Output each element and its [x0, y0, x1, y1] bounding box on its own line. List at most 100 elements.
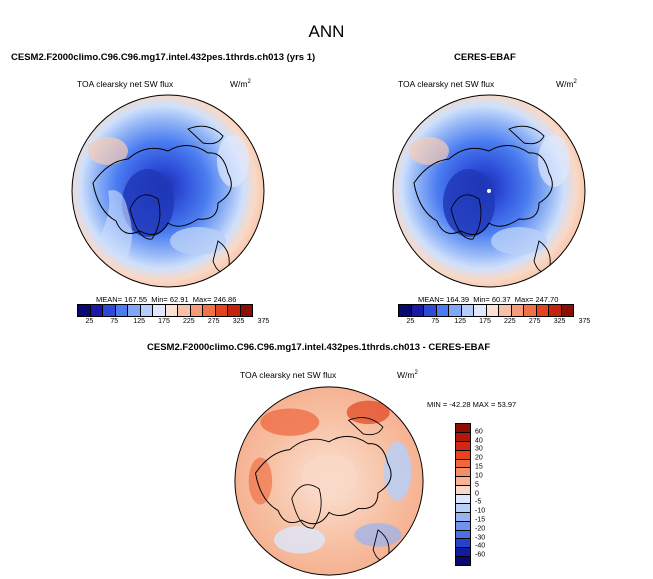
max-value-model: 246.86: [213, 295, 237, 304]
colorbar-tick-label: -40: [475, 542, 486, 550]
colorbar-swatch: [90, 305, 103, 316]
colorbar-swatch: [456, 441, 470, 451]
colorbar-tick-label: 275: [207, 318, 220, 325]
colorbar-tick-label: 75: [110, 318, 119, 325]
variable-label-model: TOA clearsky net SW flux: [77, 79, 174, 89]
colorbar-tick-label: 40: [475, 437, 483, 445]
colorbar-tick-label: 225: [183, 318, 195, 325]
colorbar-swatch: [456, 424, 470, 433]
mean-value-model: 167.55: [124, 295, 148, 304]
colorbar-tick-label: 75: [431, 318, 440, 325]
polar-map-model: [71, 94, 265, 288]
page-title: ANN: [308, 22, 345, 41]
stats-obs: MEAN= 164.39 Min= 60.37 Max= 247.70: [418, 295, 559, 304]
colorbar-swatch: [456, 450, 470, 460]
colorbar-swatch: [456, 548, 470, 558]
colorbar-tick-label: 275: [528, 318, 541, 325]
colorbar-tick-label: 175: [479, 318, 491, 325]
colorbar-tick-label: 325: [232, 318, 245, 325]
colorbar-tick-label: 175: [158, 318, 170, 325]
colorbar-tick-label: 325: [553, 318, 566, 325]
colorbar-tick-label: -20: [475, 525, 486, 533]
max-value-obs: 247.70: [535, 295, 559, 304]
colorbar-swatch: [456, 432, 470, 442]
colorbar-tick-label: -60: [475, 551, 486, 559]
colorbar-swatch: [115, 305, 128, 316]
colorbar-tick-label: 125: [454, 318, 466, 325]
colorbar-tick-label: 0: [475, 490, 479, 497]
colorbar-swatch: [399, 305, 412, 316]
units-label-diff: W/m2: [397, 370, 418, 380]
colorbar-swatch: [190, 305, 203, 316]
colorbar-swatch: [456, 512, 470, 522]
colorbar-swatch: [178, 305, 191, 316]
colorbar-tick-label: 375: [257, 318, 270, 325]
variable-label-diff: TOA clearsky net SW flux: [240, 370, 337, 380]
colorbar-swatch: [456, 459, 470, 469]
colorbar-swatch: [456, 468, 470, 478]
colorbar-swatch: [103, 305, 116, 316]
colorbar-tick-label: 225: [504, 318, 516, 325]
units-label-obs: W/m2: [556, 79, 577, 89]
colorbar-tick-label: 25: [406, 318, 415, 325]
colorbar-swatch: [456, 486, 470, 495]
colorbar-tick-label: -30: [475, 534, 486, 542]
colorbar-tick-label: 10: [475, 472, 483, 480]
colorbar-swatch: [456, 495, 470, 504]
colorbar-swatch: [215, 305, 228, 316]
colorbar-swatch: [511, 305, 524, 316]
colorbar-swatch: [549, 305, 562, 316]
colorbar-swatch: [536, 305, 549, 316]
colorbar-tick-label: 5: [475, 481, 479, 489]
colorbar-ticks-model: 25 75 125 175 225 275 325 375: [77, 318, 270, 328]
colorbar-swatch: [165, 305, 178, 316]
colorbar-tick-label: -15: [475, 516, 486, 524]
colorbar-tick-label: -5: [475, 498, 482, 506]
colorbar-tick-label: -10: [475, 507, 486, 515]
colorbar-tick-label: 15: [475, 463, 483, 471]
polar-map-obs: [392, 94, 586, 288]
colorbar-swatch: [128, 305, 141, 316]
polar-map-diff: [234, 386, 424, 576]
units-label-model: W/m2: [230, 79, 251, 89]
min-value-model: 62.91: [169, 295, 189, 304]
colorbar-tick-label: 30: [475, 445, 483, 453]
colorbar-diff: [455, 423, 471, 566]
colorbar-swatch: [140, 305, 153, 316]
colorbar-swatch: [461, 305, 474, 316]
panel-title-model: CESM2.F2000climo.C96.C96.mg17.intel.432p…: [11, 52, 316, 63]
colorbar-swatch: [228, 305, 241, 316]
colorbar-swatch: [456, 477, 470, 487]
panel-title-obs: CERES-EBAF: [454, 52, 516, 63]
colorbar-swatch: [153, 305, 166, 316]
colorbar-swatch: [456, 503, 470, 513]
variable-label-obs: TOA clearsky net SW flux: [398, 79, 495, 89]
minmax-diff: MIN = -42.28 MAX = 53.97: [427, 400, 517, 409]
colorbar-swatch: [456, 530, 470, 540]
colorbar-swatch: [203, 305, 216, 316]
colorbar-swatch: [449, 305, 462, 316]
colorbar-swatch: [78, 305, 91, 316]
colorbar-tick-label: 375: [578, 318, 591, 325]
colorbar-swatch: [411, 305, 424, 316]
colorbar-tick-label: 25: [85, 318, 94, 325]
colorbar-swatch: [561, 305, 573, 316]
mean-value-obs: 164.39: [446, 295, 470, 304]
colorbar-ticks-diff: 60 40 30 20 15 10 5 0 -5 -10 -15 -20 -30 -40 -60: [475, 423, 495, 564]
colorbar-swatch: [424, 305, 437, 316]
colorbar-swatch: [436, 305, 449, 316]
stats-model: MEAN= 167.55 Min= 62.91 Max= 246.86: [96, 295, 237, 304]
colorbar-tick-label: 20: [475, 454, 483, 462]
colorbar-swatch: [456, 521, 470, 531]
colorbar-swatch: [456, 539, 470, 549]
colorbar-swatch: [474, 305, 487, 316]
colorbar-swatch: [486, 305, 499, 316]
colorbar-tick-label: 60: [475, 428, 483, 436]
colorbar-swatch: [524, 305, 537, 316]
colorbar-swatch: [499, 305, 512, 316]
colorbar-swatch: [240, 305, 252, 316]
colorbar-model: [77, 304, 253, 317]
colorbar-ticks-obs: 25 75 125 175 225 275 325 375: [398, 318, 591, 328]
min-value-obs: 60.37: [491, 295, 511, 304]
panel-title-diff: CESM2.F2000climo.C96.C96.mg17.intel.432p…: [147, 342, 491, 353]
